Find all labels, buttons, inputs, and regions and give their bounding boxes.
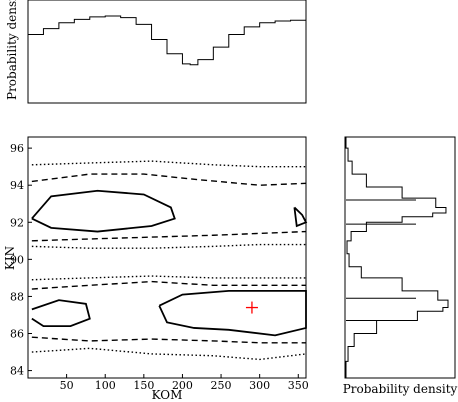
right-marginal-x-label: Probability density	[343, 382, 458, 396]
x-tick-label: 150	[133, 379, 154, 392]
x-tick-label: 250	[211, 379, 232, 392]
y-tick-label: 94	[10, 179, 24, 192]
contour-outer-1	[31, 243, 306, 249]
contour-inner-0	[31, 189, 176, 233]
right-marginal-frame	[344, 136, 456, 379]
contour-lines	[31, 160, 308, 361]
y-tick-label: 86	[10, 328, 24, 341]
contour-middle-0	[31, 173, 307, 186]
contour-inner-2	[31, 299, 91, 327]
x-tick-label: 300	[249, 379, 270, 392]
y-tick-label: 84	[10, 365, 24, 378]
contour-inner-1	[293, 206, 308, 228]
top-marginal-panel: Probability density	[5, 0, 307, 104]
joint-x-ticks: 50 100 150 200 250 300 350	[60, 374, 309, 392]
x-tick-label: 100	[95, 379, 116, 392]
contour-outer-3	[31, 347, 307, 361]
contour-middle-2	[31, 280, 306, 290]
top-marginal-frame	[27, 0, 307, 104]
y-tick-label: 88	[10, 290, 24, 303]
right-marginal-histogram	[345, 137, 449, 378]
contour-middle-1	[31, 230, 307, 242]
marker-plus	[245, 301, 258, 314]
y-tick-label: 92	[10, 216, 24, 229]
joint-frame	[27, 136, 307, 379]
contour-outer-2	[31, 275, 306, 281]
right-marginal-panel: Probability density	[343, 136, 458, 396]
contour-middle-3	[31, 336, 306, 344]
y-tick-label: 96	[10, 142, 24, 155]
top-marginal-histogram	[28, 15, 306, 66]
joint-y-ticks: 84 86 88 90 92 94 96	[10, 142, 32, 378]
credible-interval-lines	[346, 199, 416, 322]
top-marginal-y-label: Probability density	[5, 0, 19, 100]
contour-inner-3	[158, 289, 307, 337]
contour-outer-0	[31, 160, 306, 168]
joint-x-label: KOM	[152, 388, 183, 402]
x-tick-label: 50	[60, 379, 74, 392]
y-tick-label: 90	[10, 253, 24, 266]
x-tick-label: 200	[172, 379, 193, 392]
x-tick-label: 350	[288, 379, 309, 392]
joint-y-label: KIN	[3, 246, 17, 270]
